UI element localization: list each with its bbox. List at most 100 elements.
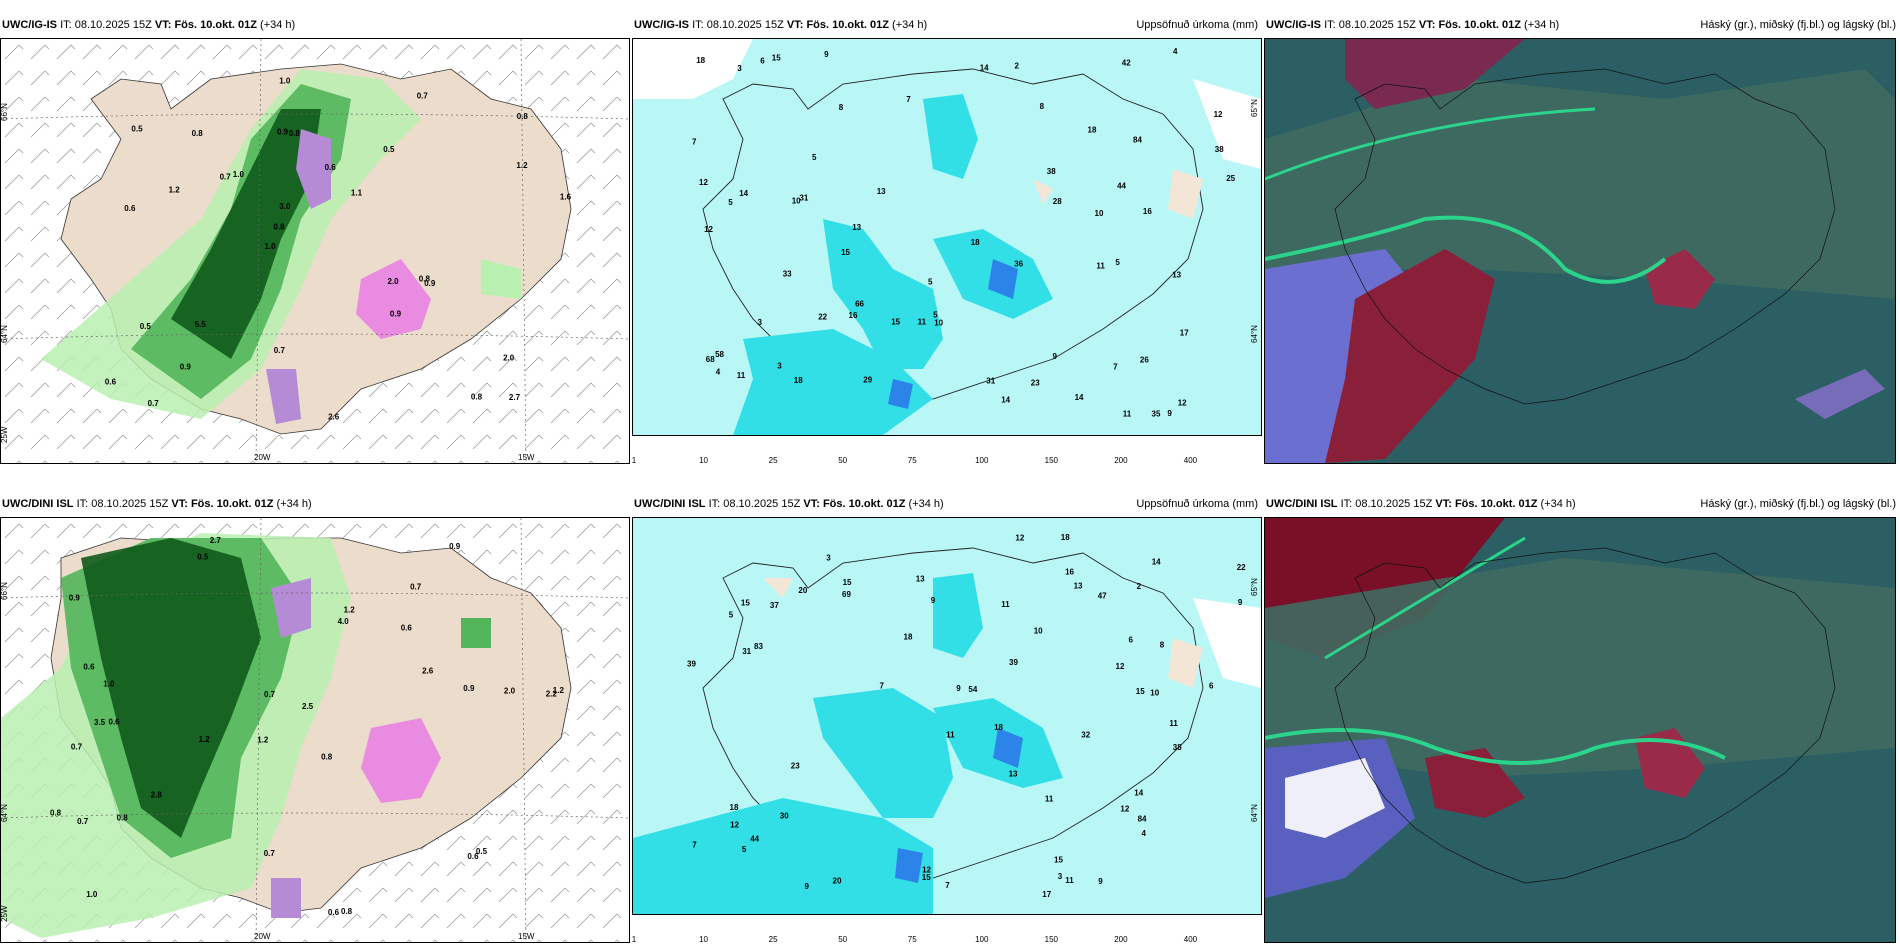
precip-value: 17: [1042, 890, 1051, 899]
no-precip-area: [633, 39, 753, 99]
precip-value: 0.6: [328, 908, 340, 917]
precip-value: 0.7: [410, 582, 422, 591]
precip-value: 20: [798, 586, 807, 595]
precip-10-25: [923, 94, 978, 179]
precip-value: 18: [730, 803, 739, 812]
panel-title: UWC/DINI ISL IT: 08.10.2025 15Z VT: Fös.…: [2, 498, 312, 510]
precip-value: 84: [1138, 815, 1147, 824]
precip-value: 37: [770, 601, 779, 610]
cloud-edge: [1265, 728, 1726, 765]
precip-value: 15: [843, 578, 852, 587]
coastline: [702, 547, 1204, 884]
precip-value: 18: [1061, 533, 1070, 542]
cloud-cover-map: [1264, 517, 1896, 943]
panel-top-mid: UWC/IG-IS IT: 08.10.2025 15Z VT: Fös. 10…: [632, 18, 1262, 465]
precip-value: 0.8: [517, 112, 529, 121]
precip-light-east: [481, 259, 521, 299]
precip-value: 18: [1088, 126, 1097, 135]
colorbar-tick-label: 1: [631, 935, 637, 944]
precip-10-25: [823, 219, 943, 369]
panel-subtitle: Háský (gr.), miðský (fj.bl.) og lágský (…: [1700, 498, 1896, 510]
colorbar-tick-label: 200: [1114, 935, 1128, 944]
precip-value: 1.0: [279, 77, 291, 86]
cloud-edge: [1324, 536, 1526, 660]
precip-value: 0.5: [383, 145, 395, 154]
no-precip-area: [1193, 598, 1261, 688]
colorbar-labels: 1 10 25 50 75 100 150 200 400: [632, 456, 1260, 468]
precip-max-east: [356, 259, 431, 339]
coastline: [1334, 547, 1836, 884]
precip-value: 12: [704, 225, 713, 234]
map-svg: 3635254111647441823311218121515181297152…: [633, 518, 1261, 914]
precip-value: 2: [1137, 582, 1142, 591]
precip-value: 5: [728, 198, 733, 207]
precip-value: 0.5: [131, 125, 143, 134]
lon-label: 15W: [518, 932, 535, 941]
precip-value-labels: 2.70.72.21.20.80.60.90.60.74.02.51.00.51…: [50, 536, 564, 917]
precip-value: 9: [1238, 598, 1243, 607]
precip-value: 0.6: [401, 624, 413, 633]
precip-value: 10: [934, 319, 943, 328]
precip-value: 83: [754, 642, 763, 651]
precip-value: 15: [772, 54, 781, 63]
precip-50-75: [895, 848, 923, 883]
colorbar-tick-label: 150: [1044, 456, 1059, 465]
precip-value: 8: [1160, 640, 1165, 649]
precip-value: 32: [1081, 731, 1090, 740]
low-cloud: [1265, 69, 1895, 299]
precip-value: 38: [1173, 743, 1182, 752]
precip-value: 30: [780, 811, 789, 820]
precip-value: 0.8: [192, 129, 204, 138]
precip-50-75: [888, 379, 913, 409]
precip-value: 18: [794, 376, 803, 385]
precip-value: 0.5: [476, 847, 488, 856]
precip-value: 18: [994, 723, 1003, 732]
precip-value: 0.8: [321, 753, 333, 762]
colorbar-tick-label: 25: [768, 935, 778, 944]
precip-value: 1.1: [351, 189, 363, 198]
precip-max-south: [271, 878, 301, 918]
precip-value: 16: [1065, 567, 1074, 576]
precip-value: 0.9: [449, 542, 461, 551]
precip-value: 5: [729, 611, 734, 620]
precip-value: 13: [1009, 770, 1018, 779]
precip-value: 16: [1143, 207, 1152, 216]
precip-value: 9: [931, 596, 936, 605]
precip-value: 0.6: [105, 377, 117, 386]
precip-value: 1.2: [344, 605, 356, 614]
panel-title: UWC/IG-IS IT: 08.10.2025 15Z VT: Fös. 10…: [634, 19, 928, 31]
precip-value: 84: [1133, 136, 1142, 145]
precip-value: 0.7: [148, 399, 160, 408]
high-cloud: [1345, 39, 1525, 109]
precip-value: 11: [1045, 794, 1054, 803]
precip-value: 12: [922, 866, 931, 875]
lon-label: 15W: [518, 453, 535, 462]
lat-label: 64°N: [1250, 804, 1259, 822]
precip-value: 13: [1172, 270, 1181, 279]
precip-value: 6: [760, 56, 765, 65]
precip-value: 5: [812, 153, 817, 162]
precip-value: 2: [1015, 62, 1020, 71]
precip-value: 13: [877, 187, 886, 196]
precip-value: 0.9: [390, 309, 402, 318]
precip-value: 42: [1122, 59, 1131, 68]
map-svg: [1265, 518, 1895, 942]
precip-value: 31: [986, 377, 995, 386]
panel-subtitle: Háský (gr.), miðský (fj.bl.) og lágský (…: [1700, 19, 1896, 31]
mid-cloud: [1795, 369, 1885, 419]
precip-value: 0.9: [277, 128, 289, 137]
lon-label: 20W: [254, 932, 271, 941]
precip-value-labels: 3635254111647441823311218121515181297152…: [687, 533, 1246, 899]
precip-value: 9: [805, 882, 810, 891]
precip-value: 39: [687, 660, 696, 669]
precip-value: 11: [918, 318, 927, 327]
precip-value: 10: [1095, 209, 1104, 218]
precip-value: 35: [1152, 410, 1161, 419]
panel-subtitle: Uppsöfnuð úrkoma (mm): [1136, 19, 1258, 31]
precip-value: 0.8: [274, 223, 286, 232]
precip-value: 0.6: [467, 852, 479, 861]
precip-value: 0.7: [264, 690, 276, 699]
precip-value: 31: [799, 193, 808, 202]
precip-value: 7: [945, 881, 950, 890]
precip-value: 0.8: [117, 813, 129, 822]
